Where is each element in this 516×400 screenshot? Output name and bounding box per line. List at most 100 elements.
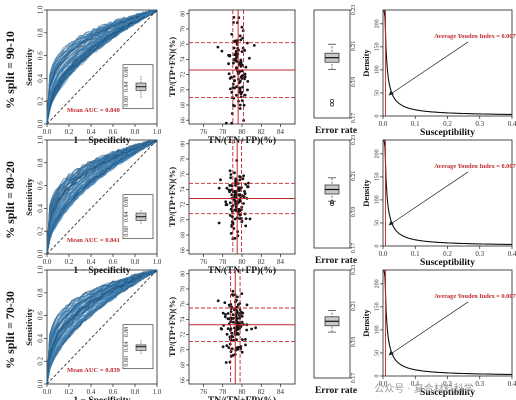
y-tick-label: 74 xyxy=(181,56,187,62)
y-axis-title: TP/(TP+FN)(%) xyxy=(167,167,177,227)
scatter-frame xyxy=(188,139,296,255)
x-tick-label: 0.0 xyxy=(379,380,388,388)
arrow-head xyxy=(388,90,394,96)
scatter-point xyxy=(223,301,227,304)
y-tick-label: 0.2 xyxy=(37,356,45,365)
scatter-point xyxy=(238,217,242,221)
scatter-point xyxy=(219,327,223,330)
roc-curve xyxy=(46,139,158,253)
scatter-point xyxy=(225,344,229,347)
roc-curve xyxy=(46,139,158,254)
x-tick-label: 0.6 xyxy=(109,128,118,136)
scatter-point xyxy=(229,232,233,235)
scatter-point xyxy=(246,185,249,189)
y-tick-label: 0.23 xyxy=(351,5,357,16)
scatter-point xyxy=(243,72,247,76)
scatter-point xyxy=(243,190,246,193)
y-tick-label: 74 xyxy=(181,316,187,322)
y-tick-label: 76 xyxy=(181,171,187,177)
auc-inset: 0.80 0.84 0.88 xyxy=(122,324,154,370)
youden-label: Average Youden Index = 0.00793 xyxy=(434,33,516,40)
row-label: % split = 70-30 xyxy=(3,291,17,369)
scatter-point xyxy=(229,207,233,211)
scatter-point xyxy=(220,49,224,53)
scatter-point xyxy=(226,327,230,330)
x-tick-label: 0.1 xyxy=(411,250,420,258)
y-tick-label: 72 xyxy=(181,72,187,78)
y-tick-label: 78 xyxy=(181,26,187,32)
x-tick-label: 0.2 xyxy=(65,258,74,266)
scatter-point xyxy=(238,103,242,107)
y-tick-label: 150 xyxy=(375,172,381,181)
inset-tick-label: 0.84 xyxy=(124,81,130,92)
x-tick-label: 78 xyxy=(219,258,227,266)
outlier-point xyxy=(330,200,334,205)
roc-curve xyxy=(46,10,158,123)
scatter-point xyxy=(242,202,245,205)
x-tick-label: 0.2 xyxy=(443,250,452,258)
y-tick-label: 50 xyxy=(375,350,381,356)
y-tick-label: 0 xyxy=(375,115,381,118)
roc-frame xyxy=(46,139,158,255)
x-tick-label: 0.1 xyxy=(411,120,420,128)
x-tick-label: 0.8 xyxy=(131,128,140,136)
diagonal-reference xyxy=(46,9,158,125)
x-tick-label: 82 xyxy=(258,258,266,266)
y-tick-label: 0.6 xyxy=(37,51,45,60)
scatter-point xyxy=(227,62,231,66)
outlier-point xyxy=(330,201,334,206)
density-panel: Average Youden Index = 0.00762 0.0 0.1 0.2 0… xyxy=(361,139,516,268)
y-tick-label: 0.4 xyxy=(37,74,45,83)
y-tick-label: 70 xyxy=(181,347,187,353)
scatter-point xyxy=(237,333,240,336)
x-tick-label: 0.2 xyxy=(65,128,74,136)
y-tick-label: 200 xyxy=(375,279,381,288)
density-curve xyxy=(383,269,512,375)
x-tick-label: 80 xyxy=(239,388,247,396)
y-tick-label: 0.4 xyxy=(37,204,45,213)
scatter-point xyxy=(231,82,235,86)
scatter-points xyxy=(217,159,252,241)
y-tick-label: 200 xyxy=(375,19,381,28)
roc-frame xyxy=(46,269,158,385)
x-tick-label: 1.0 xyxy=(153,258,162,266)
roc-curve xyxy=(46,269,158,384)
x-axis-title: Error rate xyxy=(315,256,357,266)
x-tick-label: 0.3 xyxy=(475,380,484,388)
y-tick-label: 80 xyxy=(181,271,187,277)
y-tick-label: 0 xyxy=(375,375,381,378)
y-tick-label: 100 xyxy=(375,195,381,204)
y-tick-label: 0.0 xyxy=(37,249,45,258)
annotation-arrow xyxy=(388,301,469,356)
scatter-point xyxy=(238,34,242,38)
x-axis-title: 1 − Specificity xyxy=(73,136,130,146)
scatter-points xyxy=(216,289,257,364)
roc-curve xyxy=(46,139,158,255)
inset-tick-label: 0.84 xyxy=(124,211,130,222)
scatter-point xyxy=(230,121,234,125)
y-tick-label: 66 xyxy=(181,377,187,383)
box-frame xyxy=(313,9,351,119)
x-tick-label: 84 xyxy=(277,128,285,136)
roc-panel: 0.00.20.40.60.81.00.00.20.40.60.81.01 − … xyxy=(24,265,162,400)
roc-curve xyxy=(46,139,157,254)
x-tick-label: 0.0 xyxy=(43,128,52,136)
scatter-point xyxy=(232,46,236,50)
scatter-point xyxy=(244,65,248,69)
x-axis-title: TN/(TN+FP)(%) xyxy=(208,395,276,400)
scatter-point xyxy=(216,299,220,303)
annotation-arrow xyxy=(388,41,469,96)
scatter-point xyxy=(226,312,230,315)
scatter-point xyxy=(237,193,241,197)
scatter-point xyxy=(233,217,237,221)
y-tick-label: 1.0 xyxy=(37,5,45,14)
scatter-point xyxy=(227,303,231,307)
y-tick-label: 0.21 xyxy=(351,301,357,312)
scatter-point xyxy=(216,45,220,49)
x-axis-title: Error rate xyxy=(315,386,357,396)
density-frame xyxy=(382,269,513,377)
box-frame xyxy=(313,269,351,379)
x-tick-label: 0.2 xyxy=(65,388,74,396)
